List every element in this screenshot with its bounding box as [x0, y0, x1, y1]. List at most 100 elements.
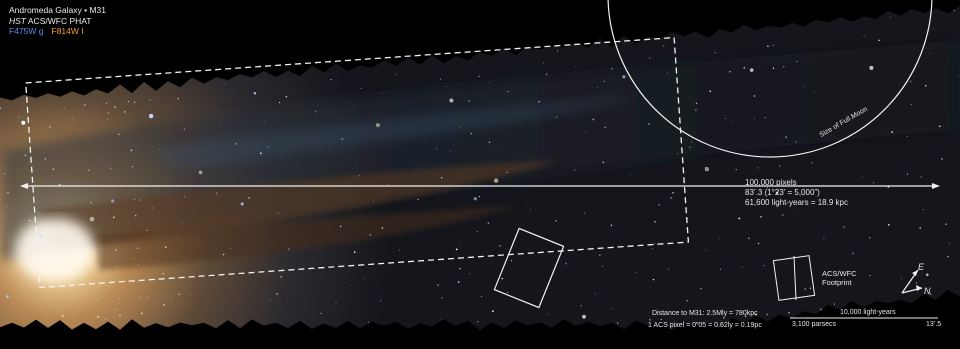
angle-label: 83’.3 (1°23’ = 5,000”) [745, 188, 820, 198]
star [165, 179, 166, 180]
star [555, 220, 557, 222]
star [474, 197, 477, 200]
star [604, 81, 605, 82]
star [911, 104, 912, 105]
star [258, 0, 259, 1]
star [667, 73, 668, 74]
star [705, 167, 706, 168]
star [954, 10, 955, 11]
star [26, 209, 27, 210]
star [288, 249, 289, 250]
star [153, 51, 154, 52]
star [22, 285, 24, 287]
star [270, 299, 271, 300]
star [562, 12, 564, 14]
star [935, 61, 936, 62]
star [105, 318, 106, 319]
star [4, 173, 5, 174]
star [341, 138, 343, 140]
star [239, 51, 240, 52]
star [804, 86, 805, 87]
star [725, 118, 726, 119]
footprint-label-line2: Footprint [822, 278, 852, 288]
star [54, 88, 55, 89]
star [499, 245, 501, 247]
star [81, 56, 82, 57]
star [331, 79, 332, 80]
star [952, 321, 953, 322]
star [502, 278, 504, 280]
star [21, 121, 25, 125]
star [126, 68, 127, 69]
star [729, 71, 730, 72]
star [147, 51, 148, 52]
star [138, 264, 139, 265]
star [340, 226, 342, 228]
star [458, 28, 460, 30]
star [648, 123, 650, 125]
star [785, 263, 786, 264]
star [137, 83, 138, 84]
star [907, 174, 908, 175]
scale-lightyears-label: 10,000 light-years [840, 308, 896, 318]
star [326, 36, 327, 37]
star [11, 271, 12, 272]
star [230, 248, 231, 249]
star [13, 303, 14, 304]
star [490, 83, 491, 84]
star [925, 85, 927, 87]
star [654, 221, 655, 222]
star [733, 8, 734, 9]
star [85, 121, 86, 122]
star [947, 256, 948, 257]
star [344, 329, 345, 330]
star [891, 131, 893, 133]
star [18, 57, 20, 59]
star [370, 234, 371, 235]
star [820, 309, 822, 311]
star [901, 278, 902, 279]
star [736, 169, 737, 170]
star [267, 147, 268, 148]
star [481, 296, 482, 297]
star [95, 267, 96, 268]
star [823, 238, 824, 239]
star [97, 316, 99, 318]
star [143, 61, 144, 62]
star [113, 216, 115, 218]
star [417, 199, 419, 201]
star [663, 45, 664, 46]
star [672, 192, 674, 194]
star [125, 52, 126, 53]
star [134, 199, 135, 200]
acs-pixel-label: 1 ACS pixel = 0”05 = 0.62ly = 0.19pc [648, 321, 762, 331]
star [508, 91, 509, 92]
star [752, 302, 753, 303]
star [738, 218, 740, 220]
star [90, 217, 95, 222]
star [59, 184, 61, 186]
star [64, 108, 65, 109]
star [236, 143, 237, 144]
star [444, 53, 445, 54]
star [280, 276, 282, 278]
star [634, 330, 635, 331]
filter-orange-label: F814W I [52, 26, 84, 36]
star [714, 59, 715, 60]
star [507, 292, 508, 293]
star [611, 68, 612, 69]
star [715, 52, 716, 53]
star [145, 18, 146, 19]
star [939, 125, 941, 127]
star [29, 220, 30, 221]
star [219, 122, 220, 123]
star [912, 0, 913, 1]
star [109, 152, 110, 153]
star [336, 302, 337, 303]
star [297, 162, 298, 163]
star [788, 312, 789, 313]
star [873, 182, 874, 183]
star [37, 66, 38, 67]
star [612, 309, 613, 310]
star [511, 260, 512, 261]
